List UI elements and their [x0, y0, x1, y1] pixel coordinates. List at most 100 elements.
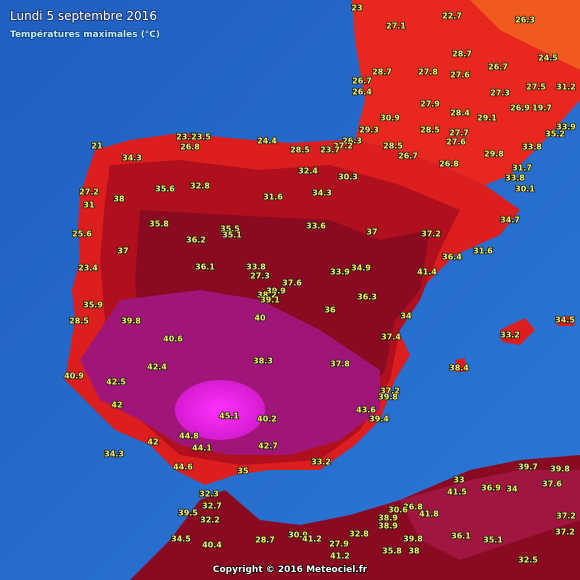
temperature-label: 35.5	[220, 225, 240, 234]
temperature-label: 23.7	[176, 133, 196, 142]
temperature-label: 36.1	[195, 263, 215, 272]
temperature-label: 31.6	[263, 193, 283, 202]
temperature-label: 36.2	[186, 236, 206, 245]
temperature-label: 36	[324, 306, 336, 315]
temperature-label: 33.9	[556, 123, 576, 132]
temperature-label: 33.9	[330, 268, 350, 277]
temperature-label: 27.2	[79, 188, 99, 197]
temperature-label: 42	[111, 401, 122, 410]
temperature-label: 34.5	[171, 535, 191, 544]
temperature-label: 38	[408, 547, 420, 556]
temperature-label: 26.8	[439, 160, 459, 169]
temperature-label: 32.2	[200, 516, 220, 525]
temperature-label: 28.5	[383, 142, 403, 151]
temperature-label: 40.6	[163, 335, 183, 344]
temperature-label: 28.5	[290, 146, 310, 155]
temperature-label: 33.6	[306, 222, 326, 231]
temperature-label: 29.3	[359, 126, 379, 135]
temperature-label: 37.2	[421, 230, 441, 239]
temperature-label: 27.7	[449, 129, 469, 138]
temperature-label: 33.8	[246, 263, 266, 272]
temperature-label: 37.2	[380, 387, 400, 396]
peak-zone	[175, 380, 265, 440]
temperature-label: 42.5	[106, 378, 126, 387]
temperature-label: 30.3	[338, 173, 358, 182]
temperature-label: 30.6	[388, 506, 408, 515]
temperature-label: 32.3	[199, 490, 219, 499]
temperature-label: 37.2	[556, 512, 576, 521]
temperature-label: 34.5	[555, 316, 575, 325]
temperature-label: 27.3	[250, 272, 270, 281]
temperature-label: 23.4	[78, 264, 98, 273]
temperature-label: 44.8	[179, 432, 199, 441]
temperature-label: 35.9	[83, 301, 103, 310]
extreme-zone	[80, 290, 380, 455]
temperature-label: 26.7	[398, 152, 418, 161]
temperature-label: 38.4	[449, 364, 469, 373]
temperature-label: 30.9	[288, 531, 308, 540]
temperature-label: 26.8	[180, 143, 200, 152]
temperature-label: 23	[351, 4, 362, 13]
temperature-label: 37.4	[381, 333, 401, 342]
copyright: Copyright © 2016 Meteociel.fr	[213, 565, 368, 575]
temperature-label: 23.7	[320, 146, 340, 155]
temperature-label: 26.3	[515, 16, 535, 25]
temperature-label: 29.8	[484, 150, 504, 159]
france	[352, 0, 580, 185]
temperature-label: 36.8	[403, 503, 423, 512]
temperature-label: 38.9	[378, 522, 398, 531]
temperature-label: 27.9	[420, 100, 440, 109]
temperature-label: 31.7	[512, 164, 532, 173]
temperature-label: 35.8	[382, 547, 402, 556]
temperature-label: 37	[117, 247, 128, 256]
temperature-label: 35.1	[222, 231, 242, 240]
temperature-label: 39.8	[121, 317, 141, 326]
temperature-label: 36.4	[442, 253, 462, 262]
temperature-label: 31.2	[556, 83, 576, 92]
temperature-label: 37.2	[555, 528, 575, 537]
temperature-label: 27.9	[329, 540, 349, 549]
temperature-label: 44.6	[173, 463, 193, 472]
temperature-label: 34	[506, 485, 518, 494]
temperature-label: 27.3	[490, 89, 510, 98]
temperature-label: 38.9	[378, 514, 398, 523]
temperature-label: 37.6	[542, 480, 562, 489]
temperature-label: 34.3	[104, 450, 124, 459]
africa-hot	[400, 470, 580, 560]
temperature-label: 34	[400, 312, 412, 321]
temperature-label: 27.1	[386, 22, 406, 31]
temperature-label: 39.8	[378, 393, 398, 402]
temperature-label: 39.4	[369, 415, 389, 424]
temperature-label: 26.3	[342, 137, 362, 146]
temperature-label: 27.6	[446, 138, 466, 147]
temperature-label: 27.2	[333, 142, 353, 151]
temperature-label: 37	[366, 228, 377, 237]
temperature-label: 33.8	[505, 174, 525, 183]
island	[455, 358, 466, 372]
temperature-label: 26.4	[352, 88, 372, 97]
temperature-label: 35.6	[155, 185, 175, 194]
temperature-label: 33	[453, 476, 464, 485]
temperature-label: 43.6	[356, 406, 376, 415]
temperature-label: 22.7	[442, 12, 462, 21]
temperature-label: 31	[83, 201, 95, 210]
temperature-label: 24.5	[538, 54, 558, 63]
island	[500, 318, 535, 345]
temperature-label: 38.3	[253, 357, 273, 366]
temperature-label: 30.1	[515, 185, 535, 194]
temperature-label: 35.1	[483, 536, 503, 545]
temperature-label: 40.2	[257, 415, 277, 424]
temperature-label: 38	[113, 195, 125, 204]
temperature-label: 42	[147, 438, 158, 447]
temperature-label: 30.9	[380, 114, 400, 123]
temperature-label: 33.2	[311, 458, 331, 467]
temperature-label: 45.1	[219, 412, 239, 421]
temperature-label: 33.8	[522, 143, 542, 152]
temperature-label: 38.2	[257, 291, 277, 300]
temperature-label: 35	[237, 467, 249, 476]
temperature-label: 26.9	[510, 104, 530, 113]
temperature-label: 28.7	[255, 536, 275, 545]
temperature-label: 39.9	[266, 287, 286, 296]
